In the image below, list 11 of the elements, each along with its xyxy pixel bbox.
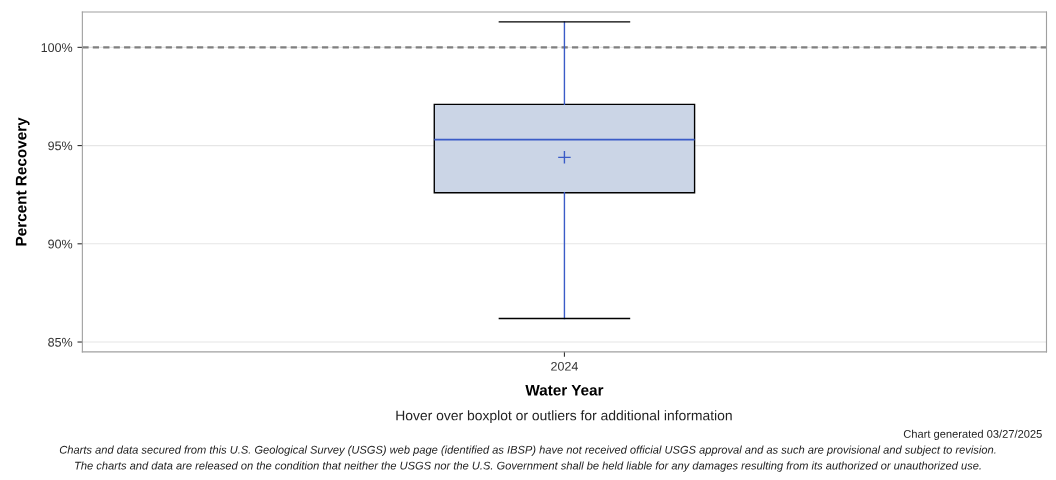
text: Charts and data secured from this U.S. Geological Survey (USGS) web page (identified as IBSP) have not received official USGS approval and as such are provisional and subject to revision. — [59, 445, 996, 456]
y-axis-title: Percent Recovery — [15, 117, 30, 246]
y-tick-label: 85% — [48, 337, 73, 347]
text: Chart generated 03/27/2025 — [903, 429, 1042, 441]
x-axis-title: Water Year — [525, 384, 604, 396]
y-tick-label: 100% — [41, 43, 73, 53]
y-tick-label: 90% — [48, 239, 73, 249]
x-tick-label: 2024 — [551, 361, 578, 371]
text: The charts and data are released on the condition that neither the USGS nor the U.S. Government shall be held liable for any damages resulting from its authorized or unauthorized use. — [75, 461, 981, 472]
text: Hover over boxplot or outliers for additional information — [396, 410, 732, 424]
y-tick-label: 95% — [48, 141, 73, 151]
